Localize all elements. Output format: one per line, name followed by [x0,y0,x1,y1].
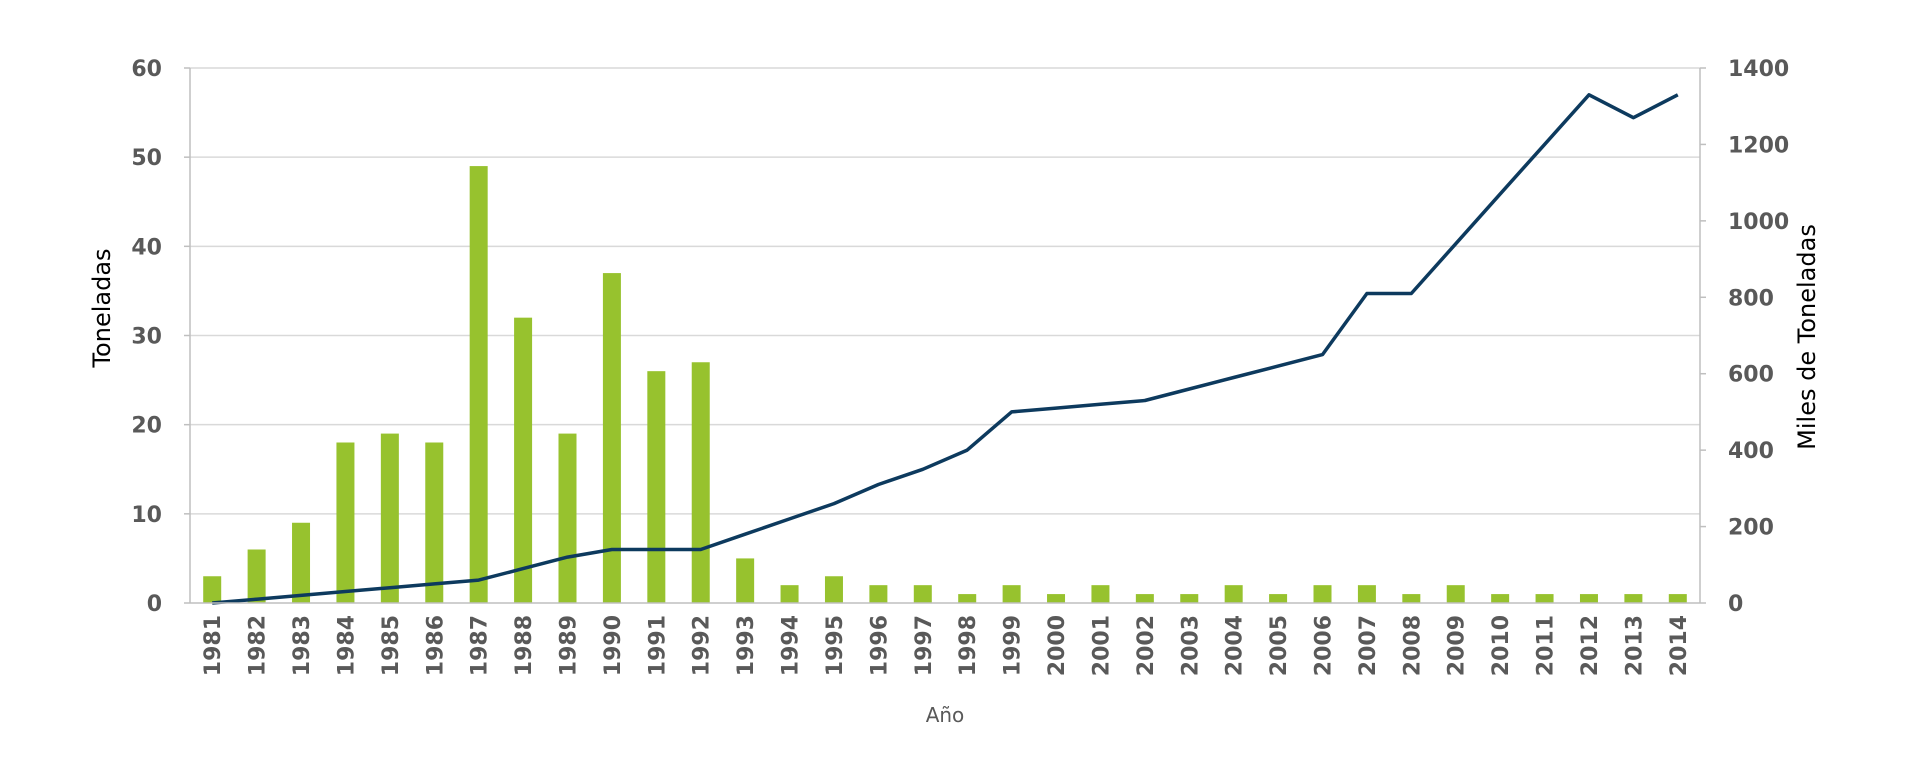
gridlines [190,67,1700,515]
bar [469,166,488,604]
line-series [212,93,1679,605]
x-tick-label: 2001 [1089,615,1114,676]
bar [1579,594,1598,603]
bar [1047,594,1066,603]
series-line [212,93,1679,605]
y2-axis-title: Miles de Toneladas [1793,224,1821,450]
x-tick-label: 1984 [334,615,359,676]
left-axis-ticks: 0 10 20 30 40 50 60 [131,57,162,617]
bar [514,317,533,603]
x-tick-label: 1987 [468,615,493,676]
x-tick-label: 2007 [1356,615,1381,676]
bar [203,576,222,603]
right-axis-ticks: 0 200 400 600 800 1000 1200 1400 [1728,57,1789,617]
bar [558,433,577,603]
bar [1091,585,1110,603]
y2-tick-label: 1000 [1728,210,1789,235]
bar [292,522,311,603]
bar [380,433,399,603]
bar [780,585,799,603]
x-tick-label: 2005 [1267,615,1292,676]
y-tick-label: 50 [131,146,162,171]
x-tick-label: 1995 [823,615,848,676]
x-tick-label: 2008 [1400,615,1425,676]
y-tick-label: 60 [131,57,162,82]
bar [1491,594,1510,603]
bar [1402,594,1421,603]
bar [1535,594,1554,603]
bar [736,558,755,603]
x-tick-label: 1996 [867,615,892,676]
x-tick-label: 1983 [290,615,315,676]
y2-tick-label: 1200 [1728,133,1789,158]
bar [1313,585,1332,603]
bar [1357,585,1376,603]
bar [1180,594,1199,603]
bar [1624,594,1643,603]
bar [647,371,666,603]
x-tick-label: 1986 [423,615,448,676]
y-tick-label: 20 [131,414,162,439]
x-tick-label: 2000 [1045,615,1070,676]
x-tick-label: 1990 [601,615,626,676]
y2-tick-label: 400 [1728,439,1774,464]
y-tick-label: 0 [147,592,162,617]
y2-tick-label: 1400 [1728,57,1789,82]
bar-series [203,166,1687,604]
x-tick-label: 1997 [912,615,937,676]
y2-tick-label: 200 [1728,516,1774,541]
bar [1002,585,1021,603]
x-tick-label: 1988 [512,615,537,676]
bar [824,576,843,603]
x-tick-label: 2004 [1223,615,1248,676]
x-axis-title: Año [926,703,965,727]
x-tick-label: 1998 [956,615,981,676]
bar [425,442,444,603]
axes [184,67,1706,604]
x-tick-label: 2003 [1178,615,1203,676]
x-tick-label: 1994 [779,615,804,676]
x-tick-label: 1993 [734,615,759,676]
y2-tick-label: 600 [1728,363,1774,388]
x-tick-label: 1982 [246,615,271,676]
x-tick-label: 1991 [645,615,670,676]
x-tick-label: 1989 [557,615,582,676]
x-tick-label: 2006 [1312,615,1337,676]
y-tick-label: 10 [131,503,162,528]
x-tick-label: 1992 [690,615,715,676]
bar [602,273,621,603]
bar [1224,585,1243,603]
x-tick-label: 2014 [1667,615,1692,676]
bar [958,594,977,603]
bar [691,362,710,603]
x-tick-label: 1985 [379,615,404,676]
x-tick-label: 2012 [1578,615,1603,676]
x-tick-label: 2011 [1534,615,1559,676]
y-tick-label: 40 [131,235,162,260]
x-tick-label: 1999 [1001,615,1026,676]
y-tick-label: 30 [131,325,162,350]
y2-tick-label: 0 [1728,592,1743,617]
bar [913,585,932,603]
bar [1668,594,1687,603]
x-tick-label: 1981 [201,615,226,676]
bar [247,549,266,603]
x-tick-label: 2002 [1134,615,1159,676]
bar [869,585,888,603]
bar [1269,594,1288,603]
x-tick-label: 2013 [1622,615,1647,676]
x-axis-ticks: 1981 1982 1983 1984 1985 1986 1987 1988 1989 1990… [201,615,1692,676]
y2-tick-label: 800 [1728,286,1774,311]
bar [1446,585,1465,603]
bar [336,442,355,603]
x-tick-label: 2010 [1489,615,1514,676]
y-axis-title: Toneladas [88,248,116,368]
x-tick-label: 2009 [1445,615,1470,676]
bar [1135,594,1154,603]
